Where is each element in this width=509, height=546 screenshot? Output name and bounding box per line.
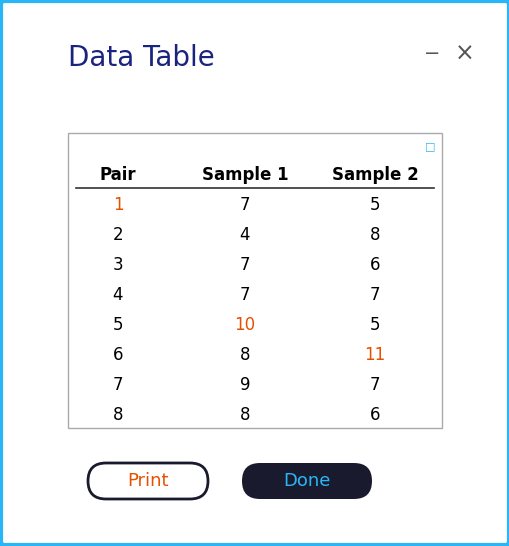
Text: Sample 2: Sample 2 <box>331 166 417 184</box>
FancyBboxPatch shape <box>68 133 441 428</box>
Text: 6: 6 <box>369 406 380 424</box>
FancyBboxPatch shape <box>242 463 371 499</box>
Text: 9: 9 <box>239 376 250 394</box>
Text: 4: 4 <box>112 286 123 304</box>
Text: 10: 10 <box>234 316 255 334</box>
Text: 7: 7 <box>239 196 250 214</box>
Text: ×: × <box>454 42 474 66</box>
Text: 7: 7 <box>239 256 250 274</box>
Text: 6: 6 <box>112 346 123 364</box>
Text: 7: 7 <box>112 376 123 394</box>
Text: 11: 11 <box>363 346 385 364</box>
Text: Print: Print <box>127 472 168 490</box>
Text: 5: 5 <box>369 196 380 214</box>
Text: 5: 5 <box>369 316 380 334</box>
Text: 7: 7 <box>369 376 380 394</box>
FancyBboxPatch shape <box>88 463 208 499</box>
Text: −: − <box>423 45 439 63</box>
Text: Pair: Pair <box>99 166 136 184</box>
Text: 8: 8 <box>112 406 123 424</box>
Text: 7: 7 <box>239 286 250 304</box>
Text: 7: 7 <box>369 286 380 304</box>
Text: 8: 8 <box>369 226 380 244</box>
Text: Done: Done <box>283 472 330 490</box>
Text: 6: 6 <box>369 256 380 274</box>
Text: 8: 8 <box>239 346 250 364</box>
Text: 3: 3 <box>112 256 123 274</box>
Text: 4: 4 <box>239 226 250 244</box>
Text: Data Table: Data Table <box>68 44 214 72</box>
Text: 2: 2 <box>112 226 123 244</box>
Text: 8: 8 <box>239 406 250 424</box>
Text: 1: 1 <box>112 196 123 214</box>
Text: Sample 1: Sample 1 <box>201 166 288 184</box>
Text: □: □ <box>425 141 435 151</box>
Text: 5: 5 <box>112 316 123 334</box>
